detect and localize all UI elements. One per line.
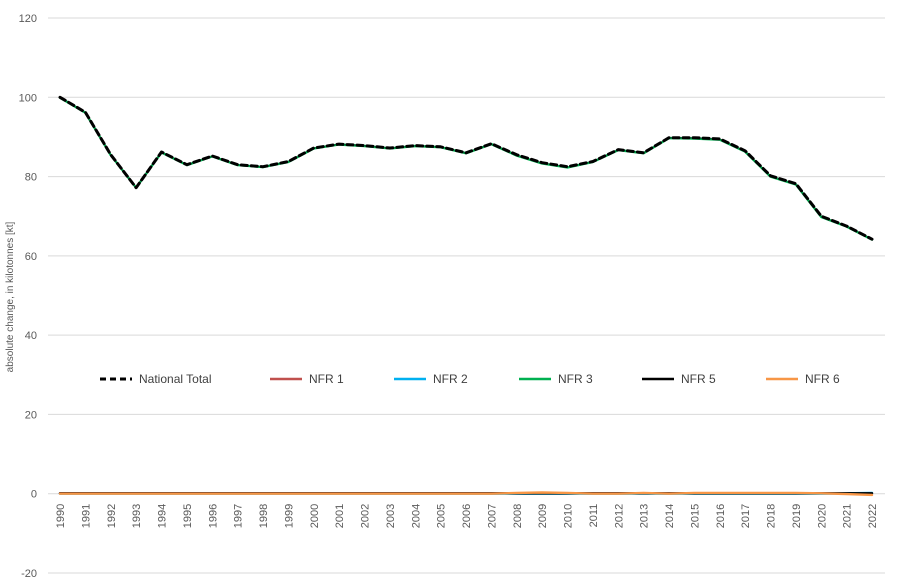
x-tick-label: 2017 [740,504,752,528]
x-tick-label: 2020 [816,504,828,528]
x-tick-label: 2015 [689,504,701,528]
gridlines [48,17,885,574]
x-tick-label: 1997 [233,504,245,528]
legend-label: National Total [139,372,212,386]
x-tick-label: 2011 [588,504,600,528]
x-tick-label: 1995 [182,504,194,528]
x-tick-label: 2018 [766,504,778,528]
x-tick-label: 2001 [334,504,346,528]
y-tick-labels: -20 0 20 40 60 80 100 120 [19,13,37,580]
y-tick-label: 0 [31,489,37,501]
x-tick-label: 2014 [664,504,676,528]
x-tick-label: 2010 [563,504,575,528]
x-tick-label: 2003 [385,504,397,528]
y-tick-label: 40 [25,330,37,342]
y-tick-label: 80 [25,172,37,184]
y-tick-label: 100 [19,92,37,104]
y-tick-label: 20 [25,409,37,421]
x-tick-label: 2000 [309,504,321,528]
legend-label: NFR 3 [558,372,593,386]
x-tick-label: 2012 [613,504,625,528]
legend-label: NFR 2 [433,372,468,386]
x-tick-label: 2019 [791,504,803,528]
legend-label: NFR 1 [309,372,344,386]
x-tick-label: 1993 [131,504,143,528]
x-tick-label: 1991 [80,504,92,528]
y-tick-label: -20 [21,568,37,580]
x-tick-label: 2005 [436,504,448,528]
x-tick-label: 1996 [207,504,219,528]
legend-label: NFR 5 [681,372,716,386]
x-tick-label: 1990 [55,504,67,528]
series-line-nfr-3 [58,96,874,241]
x-tick-label: 1999 [283,504,295,528]
x-tick-label: 2004 [410,504,422,528]
x-tick-label: 2007 [486,504,498,528]
x-tick-label: 2002 [360,504,372,528]
series-lines [58,95,874,497]
legend-label: NFR 6 [805,372,840,386]
x-tick-label: 2016 [715,504,727,528]
series-line-nfr-6 [58,491,874,497]
x-tick-label: 2008 [512,504,524,528]
x-tick-label: 2006 [461,504,473,528]
x-tick-label: 2013 [639,504,651,528]
x-tick-label: 1998 [258,504,270,528]
y-tick-label: 60 [25,251,37,263]
x-tick-label: 1992 [106,504,118,528]
y-axis-label: absolute change, in kilotonnes [kt] [5,221,16,372]
x-tick-label: 2022 [867,504,879,528]
legend: National Total NFR 1 NFR 2 NFR 3 NFR 5 NFR 6 [100,372,840,386]
y-tick-label: 120 [19,13,37,25]
series-line-national-total [58,95,874,241]
x-tick-labels: 1990 1991 1992 1993 1994 1995 1996 1997 1998 1999… [55,504,879,528]
x-tick-label: 2021 [842,504,854,528]
x-tick-label: 1994 [157,504,169,528]
x-tick-label: 2009 [537,504,549,528]
